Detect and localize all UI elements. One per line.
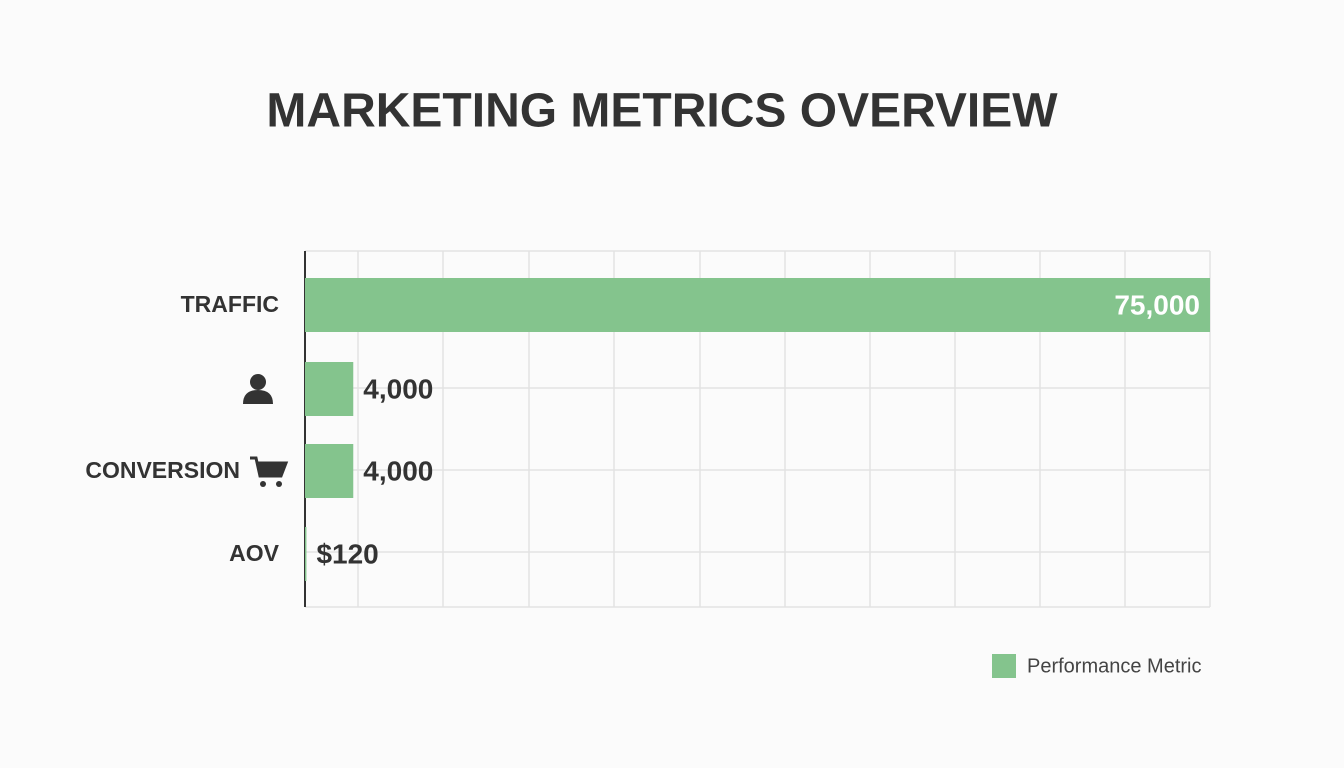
category-label: CONVERSION <box>85 457 240 483</box>
cart-icon <box>250 456 289 487</box>
category-label: AOV <box>229 540 280 566</box>
value-label: $120 <box>316 538 378 569</box>
bar <box>305 362 354 416</box>
bar <box>305 278 1210 332</box>
category-label: TRAFFIC <box>181 291 279 317</box>
value-label: 4,000 <box>363 373 433 404</box>
user-icon <box>243 374 273 404</box>
bar <box>305 444 354 498</box>
legend-swatch <box>992 654 1016 678</box>
value-label: 4,000 <box>363 455 433 486</box>
chart-title: MARKETING METRICS OVERVIEW <box>266 85 1058 138</box>
legend-label: Performance Metric <box>1027 655 1202 677</box>
bar <box>305 527 307 581</box>
value-label: 75,000 <box>1114 289 1200 320</box>
